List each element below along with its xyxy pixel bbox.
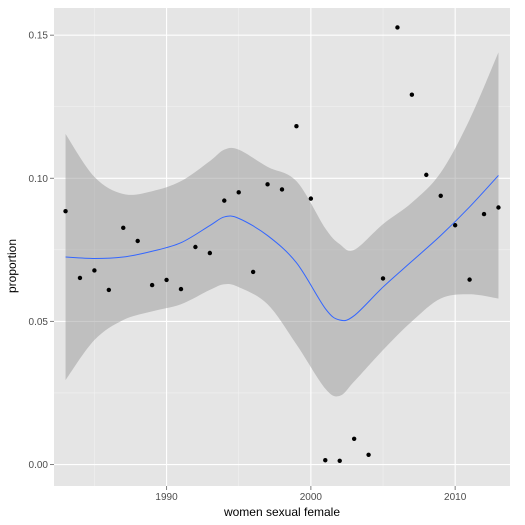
data-point — [380, 276, 386, 281]
y-tick-label: 0.00 — [29, 460, 49, 471]
data-point — [207, 250, 213, 256]
data-point — [351, 436, 357, 441]
data-point — [121, 225, 126, 231]
x-axis-title: women sexual female — [223, 505, 340, 519]
smooth-trend-line — [65, 175, 499, 322]
data-point — [467, 277, 472, 282]
data-point — [178, 286, 184, 292]
confidence-band — [65, 52, 499, 397]
data-point — [164, 277, 169, 283]
data-point — [106, 287, 112, 293]
data-point — [438, 193, 443, 198]
data-point — [337, 458, 342, 464]
data-point — [279, 187, 285, 192]
data-point — [308, 196, 314, 201]
data-point — [395, 25, 400, 30]
x-tick-label: 1990 — [155, 492, 178, 503]
data-point — [236, 190, 241, 195]
y-axis-title: proportion — [5, 239, 19, 293]
data-point — [409, 92, 415, 97]
data-point — [77, 275, 83, 281]
x-tick-label: 2000 — [300, 492, 323, 503]
data-point — [149, 282, 155, 288]
data-point — [63, 209, 68, 214]
data-point — [250, 269, 256, 275]
data-point — [481, 211, 487, 217]
data-point — [323, 458, 328, 463]
y-tick-label: 0.10 — [29, 174, 49, 185]
y-tick-label: 0.15 — [29, 31, 49, 42]
data-point — [193, 244, 198, 250]
data-point — [452, 223, 458, 228]
data-point — [424, 172, 429, 178]
data-point — [265, 182, 270, 187]
y-tick-label: 0.05 — [29, 317, 49, 328]
data-point — [294, 124, 299, 129]
x-tick-label: 2010 — [444, 492, 467, 503]
data-point — [496, 205, 501, 210]
data-point — [366, 452, 371, 458]
data-point — [135, 238, 140, 244]
data-point — [222, 198, 227, 203]
data-point — [92, 268, 97, 273]
